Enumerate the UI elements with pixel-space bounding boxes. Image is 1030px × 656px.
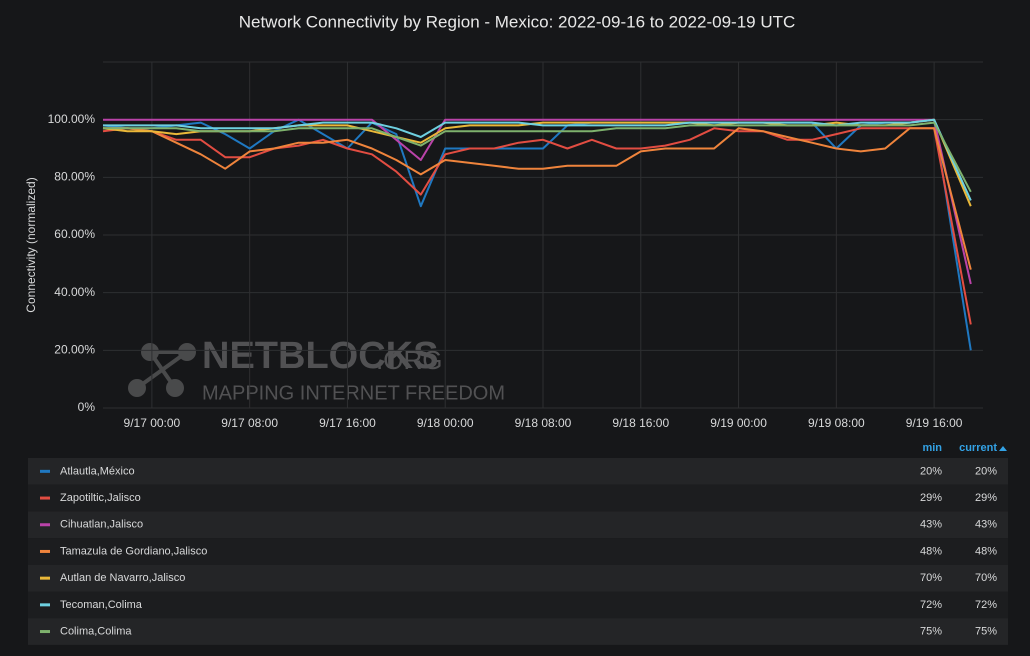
watermark-icon — [135, 350, 194, 390]
legend-header: current — [959, 442, 997, 454]
y-tick-label: 60.00% — [54, 227, 95, 241]
x-tick-label: 9/17 00:00 — [124, 416, 181, 430]
legend-name: Autlan de Navarro,Jalisco — [60, 572, 185, 584]
y-tick-label: 20.00% — [54, 343, 95, 357]
series-line — [102, 127, 972, 325]
legend-row — [28, 538, 1008, 565]
x-tick-label: 9/18 00:00 — [417, 416, 474, 430]
series-line — [103, 118, 972, 201]
legend-name: Colima,Colima — [60, 625, 132, 637]
x-tick-label: 9/19 00:00 — [710, 416, 767, 430]
legend-current: 43% — [975, 519, 997, 531]
legend-row — [28, 458, 1008, 485]
legend-row — [28, 618, 1008, 645]
watermark-tagline: MAPPING INTERNET FREEDOM — [202, 382, 505, 404]
watermark-icon — [141, 343, 159, 361]
x-tick-label: 9/19 08:00 — [808, 416, 865, 430]
legend-name: Cihuatlan,Jalisco — [60, 519, 143, 531]
legend-row — [28, 511, 1008, 539]
legend-min: 20% — [920, 465, 942, 477]
y-tick-label: 40.00% — [54, 285, 95, 299]
legend-min: 70% — [920, 572, 942, 584]
watermark-icon — [128, 379, 146, 397]
watermark-icon — [166, 379, 184, 397]
y-tick-label: 80.00% — [54, 170, 95, 184]
x-tick-label: 9/17 16:00 — [319, 416, 376, 430]
legend-min: 72% — [920, 599, 942, 611]
legend-row — [28, 564, 1008, 592]
legend-current: 20% — [975, 465, 997, 477]
legend-row — [28, 484, 1008, 512]
y-tick-label: 100.00% — [48, 112, 96, 126]
series-line — [102, 118, 972, 351]
watermark-domain: .ORG — [376, 345, 442, 375]
series-line — [103, 118, 972, 285]
watermark-icon — [178, 343, 196, 361]
watermark-brand: NETBLOCKS — [202, 335, 438, 377]
series-line — [103, 121, 972, 193]
legend-current: 70% — [975, 572, 997, 584]
legend-name: Atlautla,México — [60, 465, 135, 477]
chart-title: Network Connectivity by Region - Mexico:… — [239, 12, 796, 31]
legend-current: 29% — [975, 492, 997, 504]
x-tick-label: 9/19 16:00 — [906, 416, 963, 430]
x-tick-label: 9/18 08:00 — [515, 416, 572, 430]
legend-name: Zapotiltic,Jalisco — [60, 492, 141, 504]
y-tick-label: 0% — [78, 400, 96, 414]
legend-row — [28, 591, 1008, 619]
x-tick-label: 9/17 08:00 — [221, 416, 278, 430]
x-tick-label: 9/18 16:00 — [612, 416, 669, 430]
legend-current: 48% — [975, 545, 997, 557]
legend-current: 72% — [975, 599, 997, 611]
watermark: NETBLOCKS .ORG MAPPING INTERNET FREEDOM — [128, 335, 505, 404]
legend-min: 48% — [920, 545, 942, 557]
legend-min: 29% — [920, 492, 942, 504]
y-axis-label: Connectivity (normalized) — [24, 177, 38, 312]
series-line — [103, 127, 972, 270]
legend-min: 43% — [920, 519, 942, 531]
legend-header: min — [922, 442, 942, 454]
legend-current: 75% — [975, 625, 997, 637]
legend-name: Tamazula de Gordiano,Jalisco — [60, 545, 207, 557]
legend-min: 75% — [920, 625, 942, 637]
sort-icon — [999, 446, 1007, 451]
legend-name: Tecoman,Colima — [60, 599, 143, 611]
